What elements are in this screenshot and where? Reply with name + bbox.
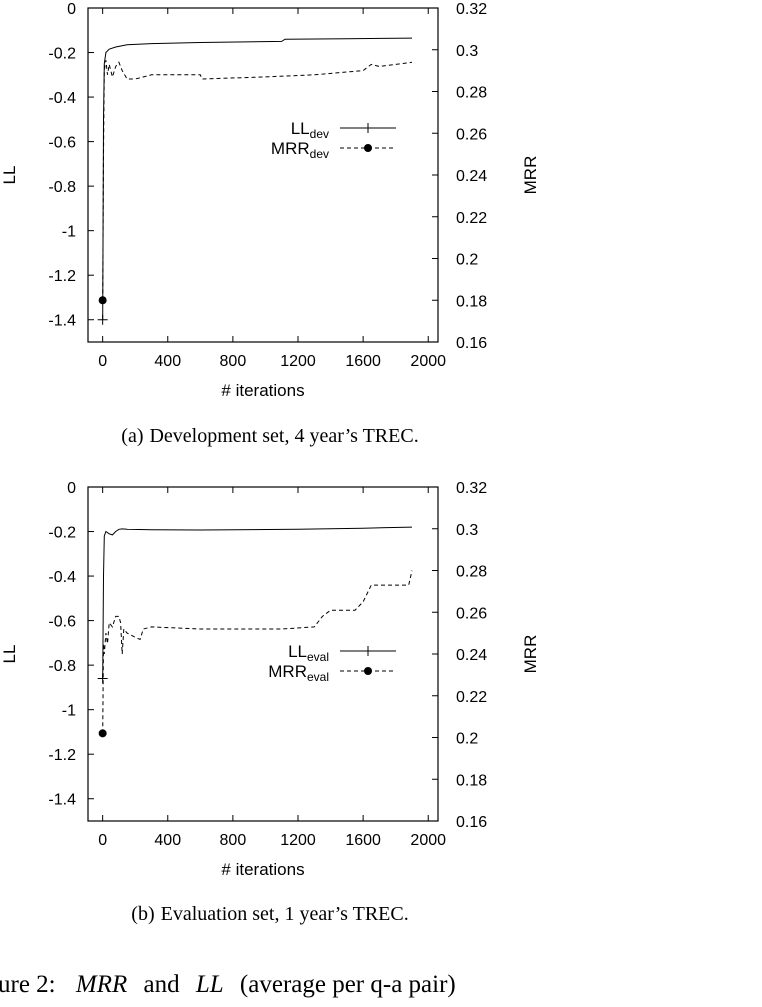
series-marker-mrr bbox=[98, 729, 107, 738]
y2-tick-label: 0.24 bbox=[456, 168, 487, 185]
plot-frame bbox=[87, 486, 439, 822]
plot-frame bbox=[87, 7, 439, 343]
y-tick-label: -1.2 bbox=[48, 747, 76, 764]
y-axis-label-left: LL bbox=[0, 166, 19, 185]
x-tick-label: 800 bbox=[220, 832, 247, 849]
y2-tick-label: 0.24 bbox=[456, 647, 487, 664]
y-tick-label: -0.6 bbox=[48, 135, 76, 152]
chart-panel-a: 0 400 800 1200 1600 2000 0 -0.2 -0.4 -0.6 -0.8 -1 -… bbox=[0, 1, 540, 447]
y-tick-label: -0.4 bbox=[48, 569, 76, 586]
x-tick-label: 2000 bbox=[410, 353, 446, 370]
figure-caption-and: and bbox=[144, 971, 181, 998]
legend: LLeval MRReval bbox=[268, 642, 396, 684]
y-tick-label: -1.4 bbox=[48, 313, 76, 330]
y-tick-label: -0.6 bbox=[48, 614, 76, 631]
y2-tick-label: 0.26 bbox=[456, 126, 487, 143]
series-layer bbox=[97, 37, 413, 325]
y-ticks-right: 0.16 0.18 0.2 0.22 0.24 0.26 0.28 0.3 0.32 bbox=[432, 1, 487, 352]
x-tick-label: 400 bbox=[154, 832, 181, 849]
y2-tick-label: 0.3 bbox=[456, 43, 478, 60]
y2-tick-label: 0.28 bbox=[456, 564, 487, 581]
y2-tick-label: 0.2 bbox=[456, 252, 478, 269]
y2-tick-label: 0.32 bbox=[456, 1, 487, 18]
y2-tick-label: 0.16 bbox=[456, 335, 487, 352]
y2-tick-label: 0.3 bbox=[456, 522, 478, 539]
figure-caption-term-mrr: MRR bbox=[75, 971, 127, 998]
x-tick-label: 1200 bbox=[280, 832, 316, 849]
y-ticks-left: 0 -0.2 -0.4 -0.6 -0.8 -1 -1.2 -1.4 bbox=[48, 1, 94, 330]
y-tick-label: 0 bbox=[67, 1, 76, 18]
y-tick-label: -0.2 bbox=[48, 46, 76, 63]
caption-a: (a) Development set, 4 year’s TREC. bbox=[121, 425, 418, 447]
figure-caption-suffix: (average per q-a pair) bbox=[240, 971, 456, 998]
x-axis-label: # iterations bbox=[221, 381, 304, 400]
series-line-mrr bbox=[102, 60, 413, 301]
y-tick-label: -1.2 bbox=[48, 268, 76, 285]
y-tick-label: 0 bbox=[67, 480, 76, 497]
x-tick-label: 0 bbox=[98, 353, 107, 370]
y-axis-label-left: LL bbox=[0, 645, 19, 664]
y-tick-label: -1 bbox=[62, 224, 76, 241]
legend-marker-ll bbox=[363, 123, 373, 133]
legend: LLdev MRRdev bbox=[271, 119, 396, 161]
y-tick-label: -0.8 bbox=[48, 179, 76, 196]
figure-caption: ure 2: MRR and LL (average per q-a pair) bbox=[0, 971, 456, 998]
series-marker-mrr bbox=[98, 296, 107, 305]
chart-panel-b: 0 400 800 1200 1600 2000 0 -0.2 -0.4 -0.6 -0.8 -1 -… bbox=[0, 480, 540, 925]
legend-marker-ll bbox=[363, 646, 373, 656]
x-tick-label: 2000 bbox=[410, 832, 446, 849]
legend-label-ll: LLeval bbox=[288, 642, 329, 664]
y-tick-label: -0.2 bbox=[48, 525, 76, 542]
series-line-mrr bbox=[102, 570, 413, 734]
y2-tick-label: 0.16 bbox=[456, 814, 487, 831]
x-ticks: 0 400 800 1200 1600 2000 bbox=[98, 8, 446, 370]
y2-tick-label: 0.32 bbox=[456, 480, 487, 497]
y2-tick-label: 0.18 bbox=[456, 293, 487, 310]
legend-label-ll: LLdev bbox=[291, 119, 329, 141]
y-tick-label: -0.4 bbox=[48, 90, 76, 107]
x-tick-label: 800 bbox=[220, 353, 247, 370]
y2-tick-label: 0.28 bbox=[456, 85, 487, 102]
x-tick-label: 1200 bbox=[280, 353, 316, 370]
y-tick-label: -0.8 bbox=[48, 658, 76, 675]
x-ticks: 0 400 800 1200 1600 2000 bbox=[98, 487, 446, 849]
legend-label-mrr: MRReval bbox=[268, 662, 329, 684]
y2-tick-label: 0.22 bbox=[456, 689, 487, 706]
caption-b: (b) Evaluation set, 1 year’s TREC. bbox=[131, 903, 408, 925]
series-marker-ll bbox=[97, 314, 108, 325]
series-marker-ll bbox=[97, 673, 108, 684]
x-tick-label: 400 bbox=[154, 353, 181, 370]
y-ticks-right: 0.16 0.18 0.2 0.22 0.24 0.26 0.28 0.3 0.32 bbox=[432, 480, 487, 831]
legend-marker-mrr bbox=[364, 667, 372, 675]
x-tick-label: 1600 bbox=[345, 353, 381, 370]
x-axis-label: # iterations bbox=[221, 860, 304, 879]
y-axis-label-right: MRR bbox=[521, 635, 540, 674]
legend-label-mrr: MRRdev bbox=[271, 139, 329, 161]
y2-tick-label: 0.18 bbox=[456, 772, 487, 789]
y-tick-label: -1.4 bbox=[48, 792, 76, 809]
y-ticks-left: 0 -0.2 -0.4 -0.6 -0.8 -1 -1.2 -1.4 bbox=[48, 480, 94, 809]
figure-caption-term-ll: LL bbox=[195, 971, 224, 998]
x-tick-label: 0 bbox=[98, 832, 107, 849]
y2-tick-label: 0.26 bbox=[456, 605, 487, 622]
x-tick-label: 1600 bbox=[345, 832, 381, 849]
series-line-ll bbox=[102, 526, 413, 679]
series-layer bbox=[97, 526, 413, 738]
y2-tick-label: 0.22 bbox=[456, 210, 487, 227]
y2-tick-label: 0.2 bbox=[456, 731, 478, 748]
figure-caption-prefix: ure 2: bbox=[0, 971, 56, 998]
series-line-ll bbox=[102, 37, 413, 320]
y-tick-label: -1 bbox=[62, 703, 76, 720]
legend-marker-mrr bbox=[364, 144, 372, 152]
y-axis-label-right: MRR bbox=[521, 156, 540, 195]
